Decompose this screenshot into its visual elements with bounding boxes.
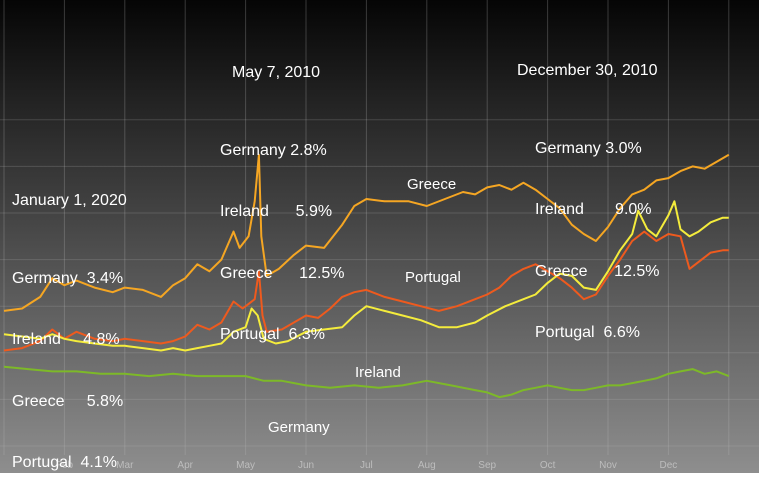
- bond-yield-chart: Greece Portugal Ireland Germany Feb Mar Ap…: [0, 0, 759, 473]
- x-tick-label: Dec: [660, 460, 678, 471]
- annotation-may-heading: May 7, 2010: [232, 64, 321, 81]
- series-label-ireland: Ireland: [355, 364, 401, 381]
- series-labels: Greece Portugal Ireland Germany: [268, 176, 461, 436]
- annotation-jan-greece: Greece 5.8%: [12, 392, 124, 410]
- x-tick-label: Aug: [418, 460, 436, 471]
- x-tick-label: Jun: [298, 460, 314, 471]
- series-label-greece: Greece: [407, 176, 456, 193]
- annotation-dec-portugal: Portugal 6.6%: [535, 324, 640, 341]
- annotation-may: May 7, 2010 Germany 2.8% Ireland 5.9% Gr…: [220, 22, 345, 366]
- series-label-germany: Germany: [268, 419, 330, 436]
- x-tick-label: May: [236, 460, 255, 471]
- x-tick-label: Oct: [540, 460, 556, 471]
- x-tick-label: Apr: [177, 460, 193, 471]
- annotation-dec-greece: Greece 12.5%: [535, 262, 660, 280]
- annotation-dec-heading: December 30, 2010: [517, 62, 658, 79]
- annotation-jan: January 1, 2020 Germany 3.4% Ireland 4.8…: [12, 150, 127, 494]
- annotation-dec-germany: Germany 3.0%: [535, 139, 642, 157]
- annotation-dec-ireland: Ireland 9.0%: [535, 201, 652, 218]
- x-tick-label: Feb: [56, 460, 74, 471]
- series-line-portugal: [3, 230, 729, 352]
- x-tick-label: Mar: [116, 460, 134, 471]
- annotation-jan-germany: Germany 3.4%: [12, 269, 124, 287]
- series-group: [3, 153, 730, 399]
- annotation-may-germany: Germany 2.8%: [220, 141, 327, 159]
- x-tick-label: Sep: [478, 460, 496, 471]
- series-line-ireland: [3, 200, 729, 352]
- x-tick-label: Nov: [599, 460, 617, 471]
- plot-background: [0, 0, 759, 473]
- annotation-jan-heading: January 1, 2020: [12, 192, 127, 209]
- annotation-jan-ireland: Ireland 4.8%: [12, 331, 120, 348]
- x-axis: Feb Mar Apr May Jun Jul Aug Sep Oct Nov Dec: [56, 460, 678, 471]
- series-label-portugal: Portugal: [405, 269, 461, 286]
- annotation-dec: December 30, 2010 Germany 3.0% Ireland 9…: [517, 20, 660, 364]
- annotation-may-ireland: Ireland 5.9%: [220, 203, 333, 220]
- series-line-germany: [3, 365, 730, 399]
- annotation-may-portugal: Portugal 6.3%: [220, 326, 325, 343]
- annotation-may-greece: Greece 12.5%: [220, 264, 345, 282]
- series-line-greece: [3, 153, 730, 312]
- x-tick-label: Jul: [360, 460, 373, 471]
- annotation-jan-portugal: Portugal 4.1%: [12, 454, 117, 471]
